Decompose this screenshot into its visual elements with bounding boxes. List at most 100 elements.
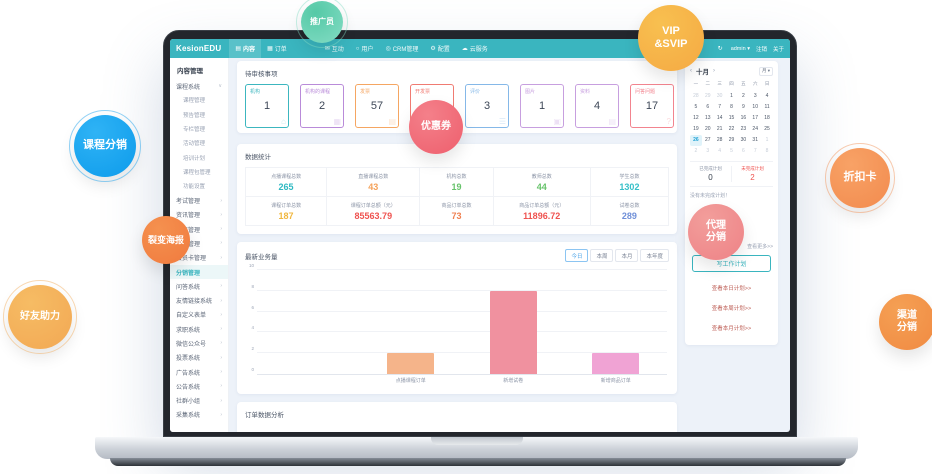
calendar-day[interactable]: 29 xyxy=(728,137,735,143)
calendar-day[interactable]: 2 xyxy=(694,148,698,154)
calendar-day[interactable]: 8 xyxy=(730,104,733,110)
calendar-mode-toggle[interactable]: 月 ▾ xyxy=(758,66,773,76)
calendar-day[interactable]: 10 xyxy=(752,104,758,110)
sidebar-item[interactable]: 活动管理 xyxy=(170,136,228,150)
calendar-day[interactable]: 30 xyxy=(740,137,747,143)
calendar-day[interactable]: 5 xyxy=(694,104,698,110)
calendar-day[interactable]: 6 xyxy=(741,148,745,154)
sidebar-item[interactable]: 课程系统 ∨ xyxy=(170,79,228,93)
chevron-icon: › xyxy=(220,411,222,418)
calendar-day[interactable]: 26 xyxy=(690,135,702,146)
sidebar-item-label: 微信公众号 xyxy=(176,341,207,348)
sidebar-item[interactable]: 友情链接系统 › xyxy=(170,293,228,307)
sidebar-item[interactable]: 资讯管理 › xyxy=(170,208,228,222)
sidebar-item[interactable]: 考试管理 › xyxy=(170,193,228,207)
sidebar-item[interactable]: 预告管理 xyxy=(170,108,228,122)
plan-link[interactable]: 查看本月计划>> xyxy=(711,326,752,332)
sidebar-item[interactable]: 微信公众号 › xyxy=(170,336,228,350)
user-menu[interactable]: admin ▾ xyxy=(730,45,750,52)
calendar-day[interactable]: 11 xyxy=(764,104,770,110)
plan-notice: 没有未完成计划！ xyxy=(690,186,773,199)
sidebar-item[interactable]: 培训计划 xyxy=(170,150,228,164)
calendar-day[interactable]: 27 xyxy=(704,137,711,143)
calendar-day[interactable]: 17 xyxy=(752,115,758,121)
pending-card[interactable]: 问答问题 17? xyxy=(630,84,674,128)
calendar-day[interactable]: 7 xyxy=(718,104,722,110)
calendar-day[interactable]: 3 xyxy=(753,93,757,99)
calendar-day[interactable]: 28 xyxy=(693,93,699,99)
tab-本年度[interactable]: 本年度 xyxy=(640,249,669,262)
calendar-day[interactable]: 8 xyxy=(765,148,769,154)
calendar-day[interactable]: 4 xyxy=(718,148,722,154)
calendar-day[interactable]: 1 xyxy=(765,137,769,143)
calendar-next-icon[interactable]: › xyxy=(713,68,715,74)
calendar-day[interactable]: 9 xyxy=(741,104,745,110)
calendar-day[interactable]: 19 xyxy=(693,126,699,132)
chevron-icon: › xyxy=(220,226,222,233)
topbar-item[interactable]: ☁ 云服务 xyxy=(456,39,494,58)
calendar-day[interactable]: 18 xyxy=(764,115,770,121)
pending-card[interactable]: 评价 3 ☰ xyxy=(465,84,509,128)
calendar-day[interactable]: 24 xyxy=(752,126,758,132)
calendar-prev-icon[interactable]: ‹ xyxy=(690,68,692,74)
sidebar-item[interactable]: 功能设置 xyxy=(170,179,228,193)
topbar-item[interactable]: ✉ 互动 xyxy=(319,39,350,58)
calendar-day[interactable]: 25 xyxy=(764,126,770,132)
pending-card[interactable]: 图片 1 ▣ xyxy=(520,84,564,128)
calendar-day[interactable]: 23 xyxy=(740,126,747,132)
about-link[interactable]: 关于 xyxy=(772,46,784,53)
sidebar-item[interactable]: 社群小组 › xyxy=(170,394,228,408)
pending-card[interactable]: 机构 1 ⌂ xyxy=(245,84,289,128)
sidebar-item[interactable]: 会员卡管理 › xyxy=(170,251,228,265)
sync-icon[interactable]: ↻ xyxy=(717,46,723,52)
calendar-day[interactable]: 16 xyxy=(740,115,747,121)
pending-card[interactable]: 机构的课程 2 ▦ xyxy=(300,84,344,128)
sidebar-item[interactable]: 问答系统 › xyxy=(170,279,228,293)
calendar-day[interactable]: 15 xyxy=(728,115,735,121)
calendar-day[interactable]: 22 xyxy=(728,126,735,132)
calendar-day[interactable]: 12 xyxy=(693,115,699,121)
plan-link[interactable]: 查看本日计划>> xyxy=(711,286,752,292)
calendar-day[interactable]: 3 xyxy=(706,148,710,154)
sidebar-item[interactable]: 自定义表单 › xyxy=(170,308,228,322)
pending-card[interactable]: 发票 57 ▤ xyxy=(355,84,399,128)
topbar-item[interactable]: ◎ CRM管理 xyxy=(379,39,424,58)
calendar-day[interactable]: 28 xyxy=(716,137,723,143)
sidebar-item[interactable]: 课程包管理 xyxy=(170,165,228,179)
calendar-day[interactable]: 1 xyxy=(730,93,733,99)
tab-今日[interactable]: 今日 xyxy=(565,249,589,262)
calendar-day[interactable]: 5 xyxy=(730,148,733,154)
calendar-day[interactable]: 21 xyxy=(716,126,723,132)
sidebar-item[interactable]: 投票系统 › xyxy=(170,351,228,365)
topbar-item[interactable]: ▤ 内容 xyxy=(229,39,262,58)
pending-card[interactable]: 资料 4 ▤ xyxy=(575,84,619,128)
calendar-day[interactable]: 7 xyxy=(753,148,757,154)
calendar-day[interactable]: 4 xyxy=(765,93,769,99)
topbar-item[interactable]: ⚙ 配置 xyxy=(424,39,455,58)
calendar-day[interactable]: 31 xyxy=(752,137,758,143)
topbar-item[interactable]: ○ 用户 xyxy=(350,39,380,58)
more-link[interactable]: 查看更多>> xyxy=(747,244,773,250)
calendar-day[interactable]: 2 xyxy=(741,93,745,99)
sidebar-item[interactable]: 求职系统 › xyxy=(170,322,228,336)
calendar-day[interactable]: 30 xyxy=(716,93,723,99)
calendar-day[interactable]: 29 xyxy=(704,93,711,99)
tab-本周[interactable]: 本周 xyxy=(590,249,614,262)
calendar-day[interactable]: 6 xyxy=(706,104,710,110)
logout-link[interactable]: 注销 xyxy=(755,46,767,53)
topbar-item[interactable]: ▦ 订单 xyxy=(261,39,293,58)
plan-link[interactable]: 查看本周计划>> xyxy=(711,306,752,312)
calendar-day[interactable]: 13 xyxy=(704,115,711,121)
sidebar-item[interactable]: 采集系统 › xyxy=(170,408,228,422)
sidebar-item[interactable]: 广告系统 › xyxy=(170,365,228,379)
sidebar-item[interactable]: 专栏管理 xyxy=(170,122,228,136)
stat-cell: 学生总数 1302 xyxy=(590,168,668,197)
sidebar-item[interactable]: 公告系统 › xyxy=(170,379,228,393)
sidebar-item[interactable]: 分销管理 xyxy=(170,264,228,280)
calendar-day[interactable]: 20 xyxy=(704,126,711,132)
calendar-day[interactable]: 14 xyxy=(716,115,723,121)
bubble-渠道分销: 渠道 分销 xyxy=(879,294,932,350)
tab-本月[interactable]: 本月 xyxy=(615,249,639,262)
sidebar-item[interactable]: 课程管理 xyxy=(170,93,228,107)
write-plan-button[interactable]: 写工作计划 xyxy=(692,255,771,272)
